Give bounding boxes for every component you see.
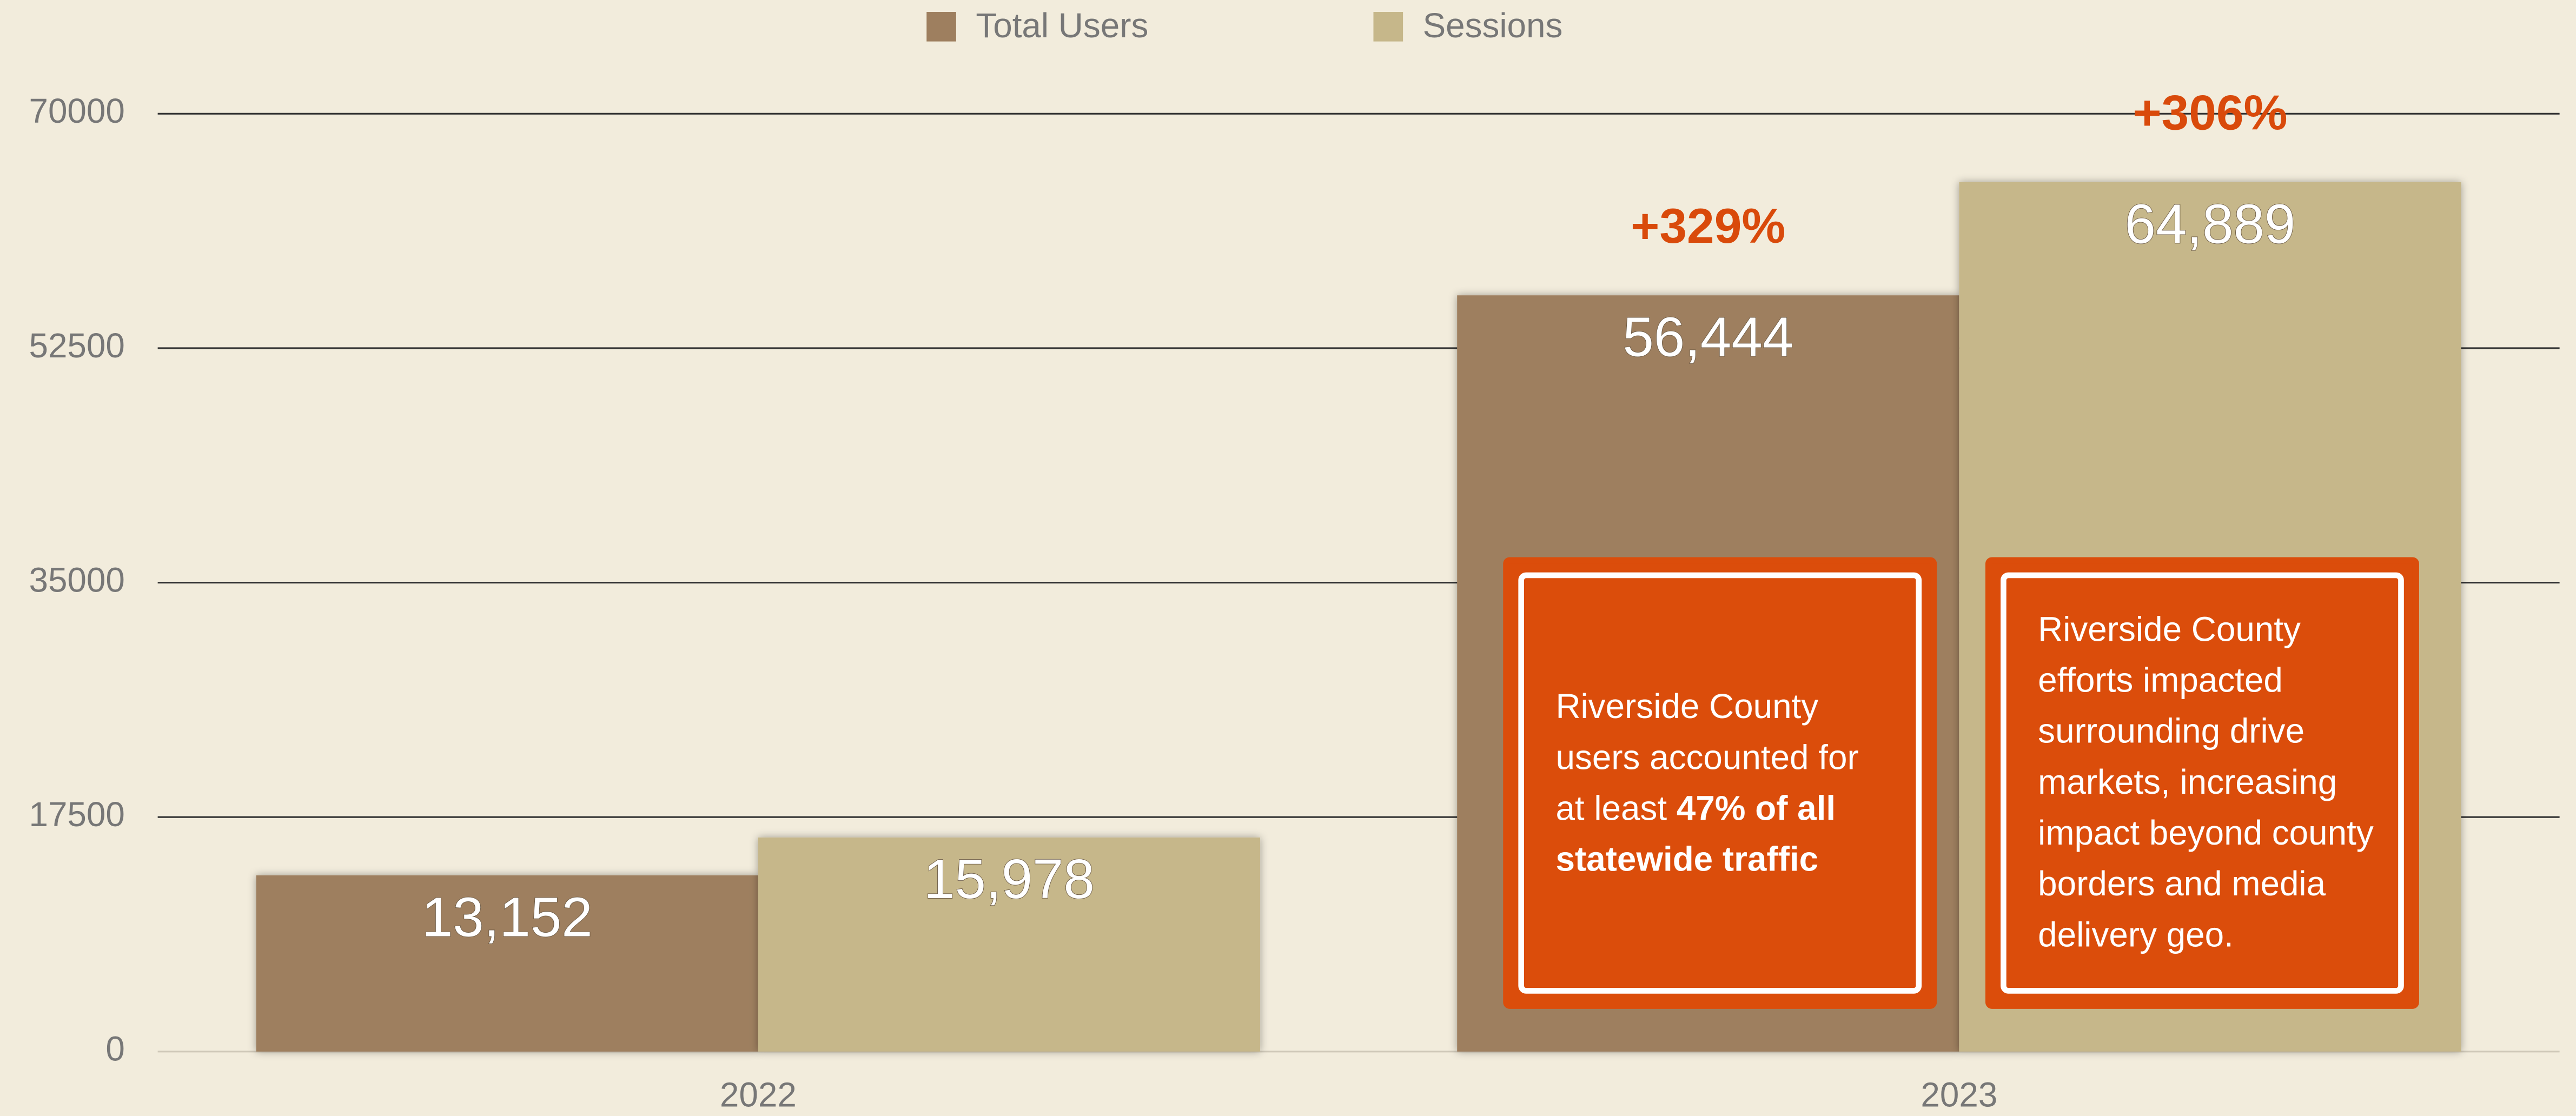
callout-box bbox=[1985, 557, 2419, 1009]
y-tick-label: 52500 bbox=[29, 326, 124, 365]
callout-box bbox=[1503, 557, 1937, 1009]
annotation: +306% bbox=[2133, 86, 2287, 141]
callout-bold-text: 47% of all statewide traffic bbox=[1555, 789, 1845, 879]
callout-text-area: Riverside County users accounted for at … bbox=[1517, 577, 1924, 989]
value-label: 15,978 bbox=[924, 848, 1095, 910]
callout-paragraph: Riverside County users accounted for at … bbox=[1555, 681, 1894, 885]
bar bbox=[256, 875, 758, 1052]
callout-border bbox=[1518, 572, 1922, 994]
legend-swatch bbox=[1373, 11, 1403, 42]
bar bbox=[758, 837, 1261, 1052]
callout-plain-text: Riverside County efforts impacted surrou… bbox=[2038, 611, 2383, 955]
callout-text-area: Riverside County efforts impacted surrou… bbox=[1998, 577, 2406, 989]
value-label: 13,152 bbox=[422, 886, 593, 948]
callout-plain-text: Riverside County users accounted for at … bbox=[1555, 687, 1869, 828]
y-tick-label: 0 bbox=[105, 1029, 124, 1068]
callout-border bbox=[2001, 572, 2404, 994]
legend-swatch bbox=[926, 11, 956, 42]
value-label: 64,889 bbox=[2125, 192, 2296, 255]
legend-label: Total Users bbox=[976, 6, 1148, 45]
value-label: 56,444 bbox=[1623, 306, 1793, 368]
callout-text: Riverside County users accounted for at … bbox=[1517, 577, 1924, 989]
callout-paragraph: Riverside County efforts impacted surrou… bbox=[2038, 605, 2376, 961]
y-tick-label: 17500 bbox=[29, 795, 124, 834]
x-tick-label: 2022 bbox=[720, 1075, 797, 1114]
x-tick-label: 2023 bbox=[1921, 1075, 1997, 1114]
callout-text: Riverside County efforts impacted surrou… bbox=[1998, 577, 2406, 989]
legend-label: Sessions bbox=[1423, 6, 1563, 45]
annotation: +329% bbox=[1631, 199, 1785, 254]
y-tick-label: 70000 bbox=[29, 91, 124, 130]
y-tick-label: 35000 bbox=[29, 560, 124, 599]
